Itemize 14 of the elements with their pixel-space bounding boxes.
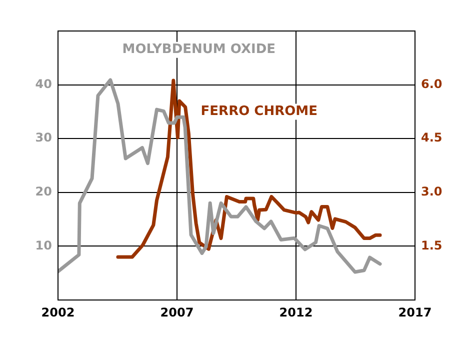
y2-tick-label: 6.0 <box>421 76 442 91</box>
y-tick-label: 40 <box>35 76 52 91</box>
y2-tick-label: 1.5 <box>421 238 442 252</box>
y-tick-label: 10 <box>35 238 52 252</box>
y-tick-label: 20 <box>35 184 52 199</box>
y-tick-label: 30 <box>35 130 52 145</box>
y2-tick-label: 3.0 <box>421 184 442 199</box>
x-tick-label: 2012 <box>279 305 313 320</box>
y2-tick-label: 4.5 <box>421 130 442 145</box>
series-label: FERRO CHROME <box>200 104 318 120</box>
x-tick-label: 2002 <box>41 305 75 320</box>
x-tick-label: 2007 <box>160 305 194 320</box>
x-tick-label: 2017 <box>398 305 432 320</box>
series-label: MOLYBDENUM OXIDE <box>122 42 276 58</box>
